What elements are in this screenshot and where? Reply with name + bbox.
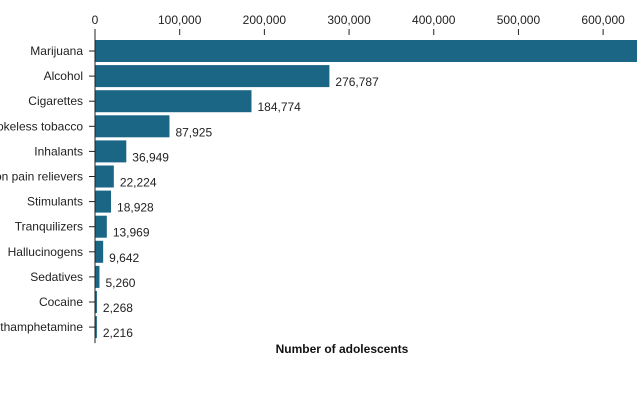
value-label: 9,642 bbox=[109, 251, 139, 265]
bar bbox=[95, 265, 100, 288]
value-label: 22,224 bbox=[120, 176, 157, 190]
category-label: Sedatives bbox=[30, 270, 83, 284]
x-tick-label: 100,000 bbox=[158, 13, 202, 27]
bar bbox=[95, 190, 112, 213]
value-label: 2,216 bbox=[103, 326, 133, 340]
x-tick-label: 600,000 bbox=[581, 13, 625, 27]
value-label: 2,268 bbox=[103, 301, 133, 315]
bar bbox=[95, 140, 127, 163]
x-tick-label: 0 bbox=[92, 13, 99, 27]
value-label: 184,774 bbox=[257, 100, 301, 114]
category-label: Hallucinogens bbox=[8, 245, 83, 259]
bar bbox=[95, 40, 637, 62]
category-label: Smokeless tobacco bbox=[0, 119, 83, 133]
value-labels: 276,787 184,774 87,925 36,949 22,224 18,928 13… bbox=[103, 75, 379, 340]
category-labels: Marijuana Alcohol Cigarettes Smokeless toba… bbox=[0, 44, 95, 334]
category-label: Tranquilizers bbox=[15, 220, 83, 234]
value-label: 36,949 bbox=[132, 150, 169, 164]
category-label: Prescription pain relievers bbox=[0, 170, 83, 184]
category-label: Methamphetamine bbox=[0, 320, 83, 334]
bars bbox=[95, 40, 637, 339]
category-label: Stimulants bbox=[27, 195, 83, 209]
bar bbox=[95, 291, 97, 313]
x-axis-title: Number of adolescents bbox=[276, 342, 409, 356]
x-tick-label: 400,000 bbox=[412, 13, 456, 27]
x-tick-label: 500,000 bbox=[497, 13, 541, 27]
bar bbox=[95, 65, 330, 88]
value-label: 13,969 bbox=[113, 226, 150, 240]
bar bbox=[95, 240, 104, 263]
bar bbox=[95, 165, 114, 188]
x-tick-label: 300,000 bbox=[327, 13, 371, 27]
category-label: Alcohol bbox=[44, 69, 83, 83]
bar bbox=[95, 90, 252, 113]
x-axis-ticks: 0 100,000 200,000 300,000 400,000 500,000 600,… bbox=[92, 13, 625, 35]
category-label: Cocaine bbox=[39, 295, 83, 309]
value-label: 276,787 bbox=[335, 75, 379, 89]
value-label: 5,260 bbox=[105, 276, 135, 290]
x-tick-label: 200,000 bbox=[243, 13, 287, 27]
bar bbox=[95, 115, 170, 138]
value-label: 87,925 bbox=[175, 125, 212, 139]
category-label: Marijuana bbox=[30, 44, 83, 58]
value-label: 18,928 bbox=[117, 201, 154, 215]
bar bbox=[95, 215, 107, 238]
bar bbox=[95, 316, 97, 339]
category-label: Inhalants bbox=[34, 144, 83, 158]
category-label: Cigarettes bbox=[28, 94, 83, 108]
